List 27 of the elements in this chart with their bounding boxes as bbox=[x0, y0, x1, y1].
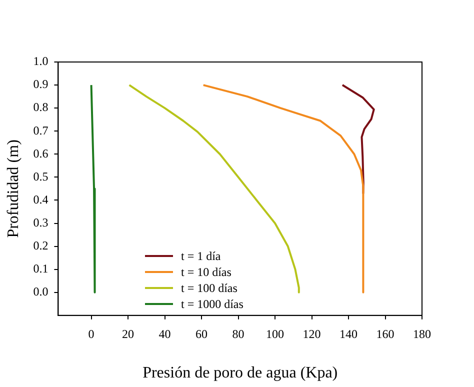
legend-label: t = 1 día bbox=[181, 248, 221, 264]
x-tick-label: 180 bbox=[413, 326, 431, 341]
y-tick-label: 0.0 bbox=[33, 284, 48, 299]
x-tick-label: 60 bbox=[196, 326, 208, 341]
legend-label: t = 100 días bbox=[181, 280, 238, 296]
legend-label: t = 10 días bbox=[181, 264, 232, 280]
x-tick-label: 80 bbox=[232, 326, 244, 341]
x-tick-label: 100 bbox=[266, 326, 284, 341]
legend-label: t = 1000 días bbox=[181, 296, 244, 312]
y-tick-label: 0.2 bbox=[33, 238, 48, 252]
x-axis-title: Presión de poro de agua (Kpa) bbox=[142, 364, 338, 382]
y-axis-title: Profudidad (m) bbox=[4, 140, 22, 238]
y-tick-label: 0.7 bbox=[33, 123, 48, 138]
x-tick-label: 120 bbox=[302, 326, 321, 341]
y-tick-label: 0.1 bbox=[33, 261, 48, 276]
y-tick-label: 0.4 bbox=[33, 192, 48, 206]
y-tick-label: 0.3 bbox=[33, 215, 48, 230]
y-tick-label: 0.5 bbox=[33, 169, 48, 184]
y-tick-label: 0.8 bbox=[33, 100, 48, 114]
x-tick-label: 140 bbox=[340, 326, 358, 341]
x-tick-label: 40 bbox=[158, 326, 171, 341]
y-tick-label: 0.9 bbox=[33, 77, 48, 92]
x-tick-label: 20 bbox=[122, 326, 134, 341]
y-tick-label: 0.6 bbox=[33, 146, 48, 160]
x-tick-label: 160 bbox=[376, 326, 394, 341]
y-tick-label: 1.0 bbox=[33, 54, 48, 68]
x-tick-label: 0 bbox=[88, 326, 94, 341]
